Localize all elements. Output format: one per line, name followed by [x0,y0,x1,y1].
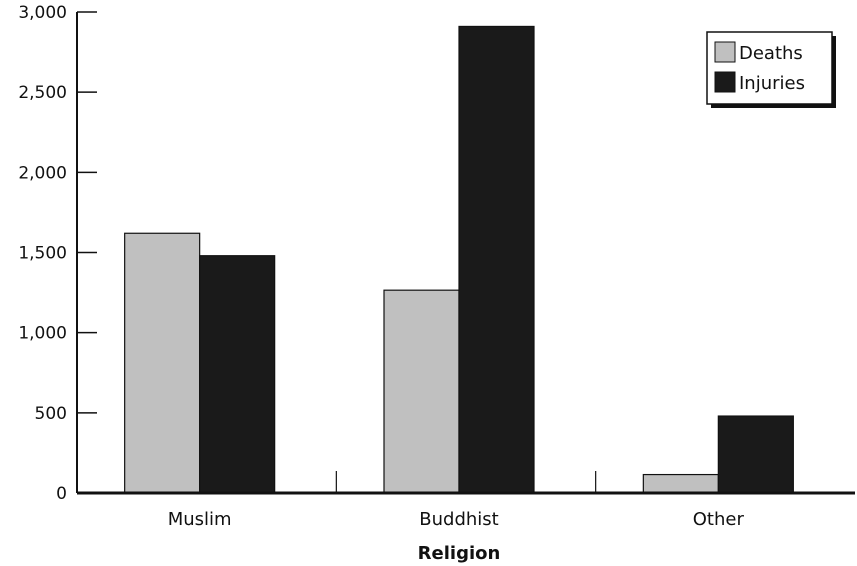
bar-deaths-muslim [124,232,201,494]
y-tick-label: 0 [56,484,67,504]
legend-label-injuries: Injuries [739,73,805,94]
x-axis-title: Religion [418,543,501,564]
y-tick-label: 2,500 [18,83,67,103]
y-tick: 2,500 [18,83,97,103]
y-ticks: 0 500 1,000 1,500 2,000 2,500 3,000 [18,3,97,504]
bar-injuries-buddhist [458,25,535,494]
y-tick-label: 1,000 [18,324,67,344]
legend-swatch-deaths [714,41,736,63]
x-category-label: Other [693,509,745,530]
legend: Deaths Injuries [706,31,836,108]
y-tick-label: 3,000 [18,3,67,23]
y-tick-label: 500 [35,404,67,424]
bars-layer [124,25,794,494]
y-tick: 3,000 [18,3,97,23]
bar-injuries-muslim [199,255,276,494]
legend-swatch-injuries [714,71,736,93]
y-tick-label: 2,000 [18,163,67,183]
y-tick: 0 [56,484,97,504]
x-category-label: Buddhist [419,509,498,530]
y-tick-label: 1,500 [18,244,67,264]
x-category-label: Muslim [168,509,232,530]
y-tick: 500 [35,404,97,424]
y-tick: 1,500 [18,244,97,264]
legend-label-deaths: Deaths [739,43,803,64]
y-tick: 2,000 [18,163,97,183]
bar-deaths-other [642,473,719,494]
bar-deaths-buddhist [383,289,460,494]
x-category-labels: Muslim Buddhist Other [168,471,745,530]
bar-injuries-other [717,415,794,494]
y-tick: 1,000 [18,324,97,344]
